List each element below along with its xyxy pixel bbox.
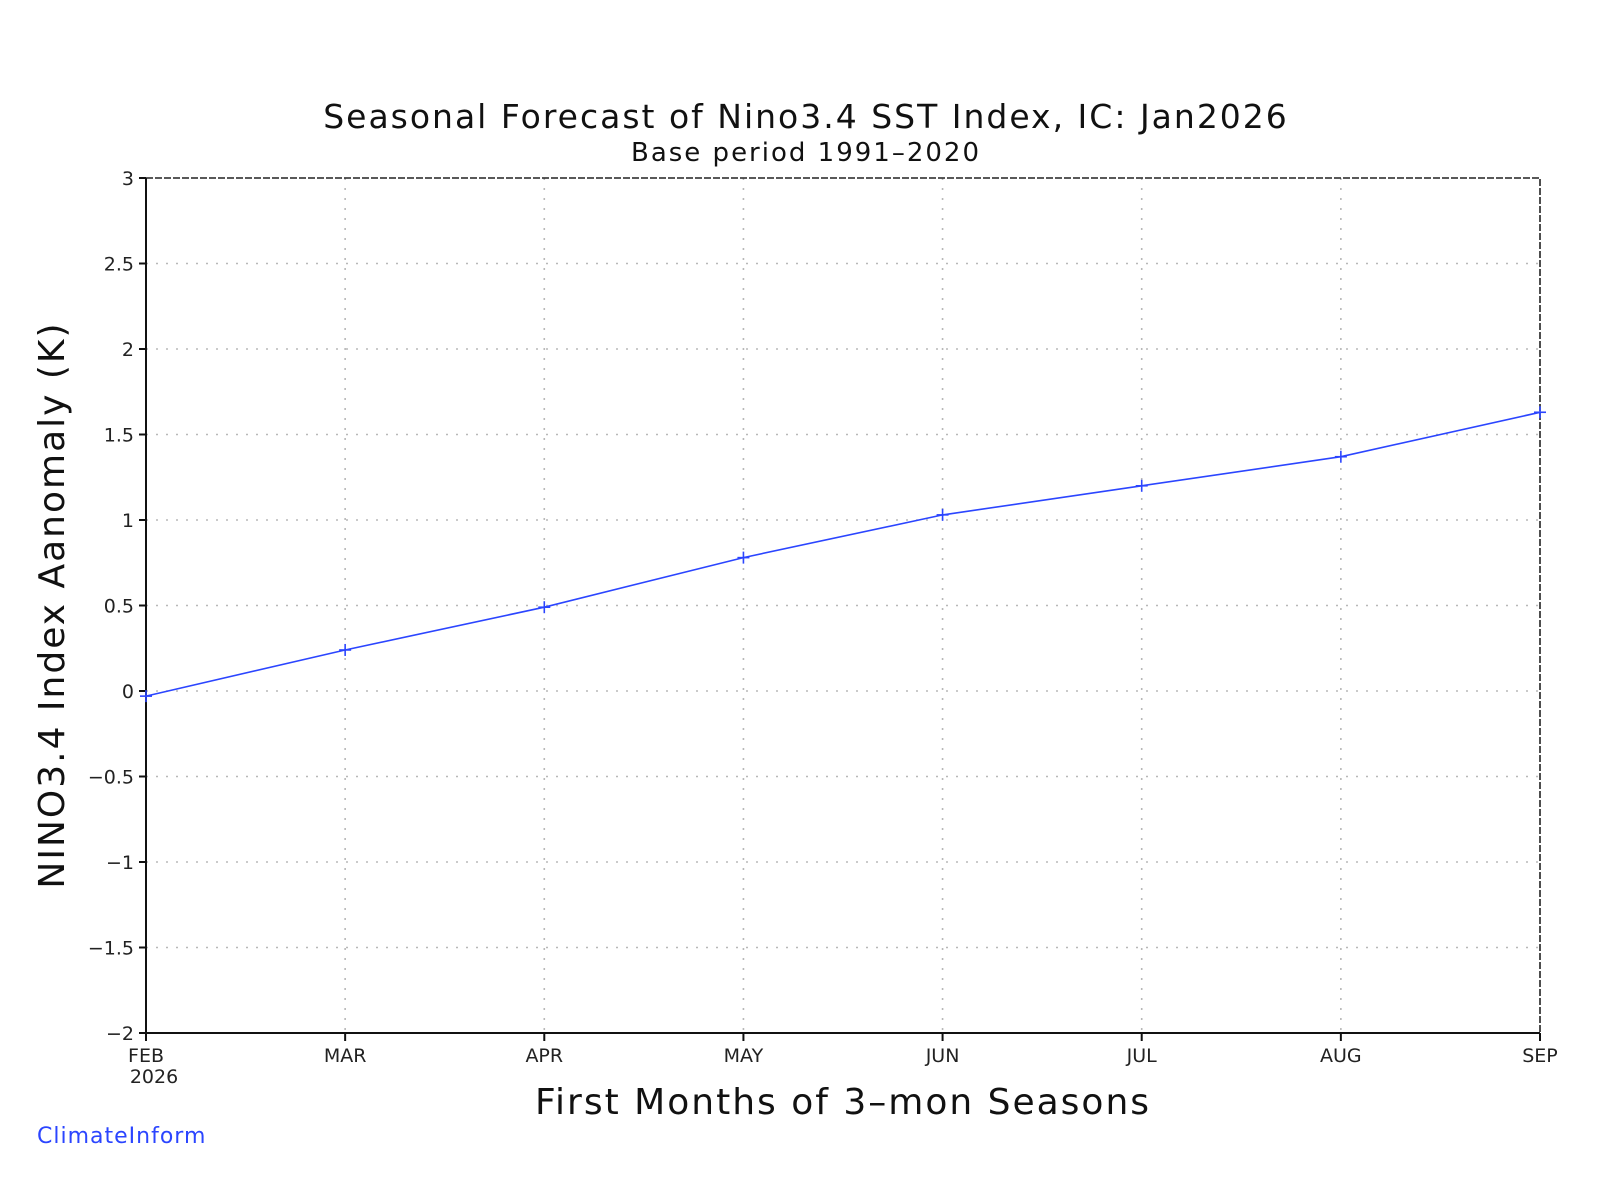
data-point-marker xyxy=(140,690,152,703)
y-tick-label: −2 xyxy=(106,1023,134,1045)
data-point-marker xyxy=(1534,406,1546,419)
y-tick-label: 2 xyxy=(122,339,134,361)
data-point-marker xyxy=(538,601,551,614)
data-point-marker xyxy=(1334,450,1347,463)
plot-frame xyxy=(145,177,1541,1034)
y-tick-label: −0.5 xyxy=(88,767,134,789)
series-layer xyxy=(140,406,1546,703)
y-tick-label: −1 xyxy=(106,852,134,874)
y-tick-label: 3 xyxy=(122,168,134,190)
x-tick-label: MAR xyxy=(324,1045,367,1067)
x-tick-label: APR xyxy=(525,1045,563,1067)
x-tick-label: JUL xyxy=(1126,1045,1158,1067)
data-point-marker xyxy=(737,551,750,564)
y-tick-label: 1.5 xyxy=(104,425,134,447)
chart-subtitle: Base period 1991–2020 xyxy=(631,138,981,168)
y-axis-ticks: 3 2.5 2 1.5 1 0.5 0 −0.5 −1 −1.5 −2 xyxy=(88,168,146,1045)
x-tick-label: FEB xyxy=(128,1045,164,1067)
y-tick-label: 0 xyxy=(122,681,134,703)
axes xyxy=(145,178,1540,1034)
x-tick-label: AUG xyxy=(1320,1045,1362,1067)
series-line xyxy=(145,411,1541,697)
y-axis-title: NINO3.4 Index Aanomaly (K) xyxy=(32,321,73,888)
x-tick-label: MAY xyxy=(724,1045,764,1067)
x-tick-label: JUN xyxy=(925,1045,960,1067)
data-point-marker xyxy=(1135,479,1148,492)
credit-label: ClimateInform xyxy=(37,1124,207,1149)
chart-title: Seasonal Forecast of Nino3.4 SST Index, … xyxy=(323,97,1289,136)
x-axis-title: First Months of 3–mon Seasons xyxy=(535,1082,1151,1123)
data-point-marker xyxy=(936,508,949,521)
y-tick-label: 0.5 xyxy=(104,596,134,618)
x-tick-label: SEP xyxy=(1522,1045,1558,1067)
grid xyxy=(146,178,1540,1033)
x-tick-year-label: 2026 xyxy=(130,1066,178,1088)
y-tick-label: 1 xyxy=(122,510,134,532)
y-tick-label: −1.5 xyxy=(88,938,134,960)
y-tick-label: 2.5 xyxy=(104,254,134,276)
data-point-marker xyxy=(339,643,352,656)
